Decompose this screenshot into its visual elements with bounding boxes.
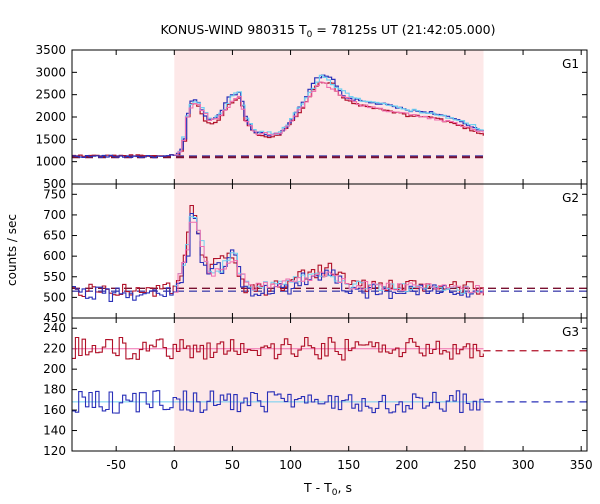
panel-g3: 120 140 160 180 200 220 240 G3 [43,317,588,458]
y-tick-label: 2500 [35,88,66,102]
x-tick-label: 100 [279,458,302,472]
series-red-line [72,81,484,158]
y-tick-label: 160 [43,403,66,417]
x-tick-label: 200 [395,458,418,472]
panel-label: G1 [562,57,579,71]
y-tick-label: 3000 [35,65,66,79]
series-pink-line [174,81,484,156]
y-tick-label: 450 [43,311,66,325]
chart-title: KONUS-WIND 980315 T0 = 78125s UT (21:42:… [160,22,495,40]
series-blue-line [72,212,484,302]
x-tick-label: 50 [225,458,240,472]
x-tick-label: 150 [337,458,360,472]
x-tick-label: 250 [453,458,476,472]
y-tick-label: 180 [43,383,66,397]
x-tick-label: 350 [570,458,593,472]
y-tick-label: 1000 [35,155,66,169]
panel-label: G2 [562,191,579,205]
y-tick-label: 550 [43,270,66,284]
y-tick-label: 220 [43,342,66,356]
y-tick-label: 140 [43,424,66,438]
x-tick-label: 300 [512,458,535,472]
y-tick-label: 2000 [35,110,66,124]
y-tick-label: 240 [43,321,66,335]
series-red-line [72,336,484,361]
series-blue-line [72,390,484,414]
y-tick-label: 500 [43,290,66,304]
y-tick-label: 700 [43,208,66,222]
panel-frame [71,317,588,452]
y-tick-label: 650 [43,229,66,243]
panel-g1: 500 1000 1500 2000 2500 3000 3500 G1 [35,43,588,191]
panel-g2: 450 500 550 600 650 700 750 G2 [43,183,588,325]
y-tick-label: 500 [43,177,66,191]
series-light-blue-line [174,74,484,156]
y-tick-label: 3500 [35,43,66,57]
x-tick-label: 0 [170,458,178,472]
y-tick-label: 750 [43,187,66,201]
x-axis-label: T - T0, s [303,480,352,498]
y-tick-label: 600 [43,249,66,263]
y-tick-label: 1500 [35,132,66,146]
y-axis-label: counts / sec [5,214,19,286]
panel-label: G3 [562,325,579,339]
y-tick-label: 120 [43,444,66,458]
x-tick-label: -50 [106,458,126,472]
series-pink-line [174,221,484,294]
y-tick-label: 200 [43,362,66,376]
